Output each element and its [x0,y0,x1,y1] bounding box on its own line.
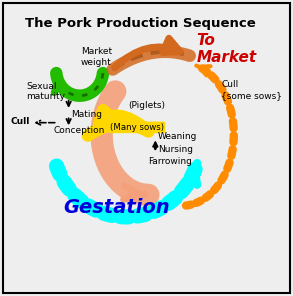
Text: Sexual
maturity: Sexual maturity [26,82,65,101]
Text: To
Market: To Market [197,33,257,65]
Text: Gestation: Gestation [63,198,170,217]
Text: (Piglets): (Piglets) [128,101,165,110]
Text: (Many sows): (Many sows) [110,123,164,132]
Text: The Pork Production Sequence: The Pork Production Sequence [25,17,255,30]
Text: Weaning: Weaning [158,132,197,141]
Text: Cull: Cull [10,117,30,126]
Text: Mating: Mating [71,110,102,120]
Text: Nursing: Nursing [158,145,193,154]
Text: Market
weight: Market weight [81,47,112,67]
Text: Farrowing: Farrowing [149,157,192,166]
Text: Cull
{some sows}: Cull {some sows} [222,81,282,100]
Text: Conception: Conception [53,126,105,136]
